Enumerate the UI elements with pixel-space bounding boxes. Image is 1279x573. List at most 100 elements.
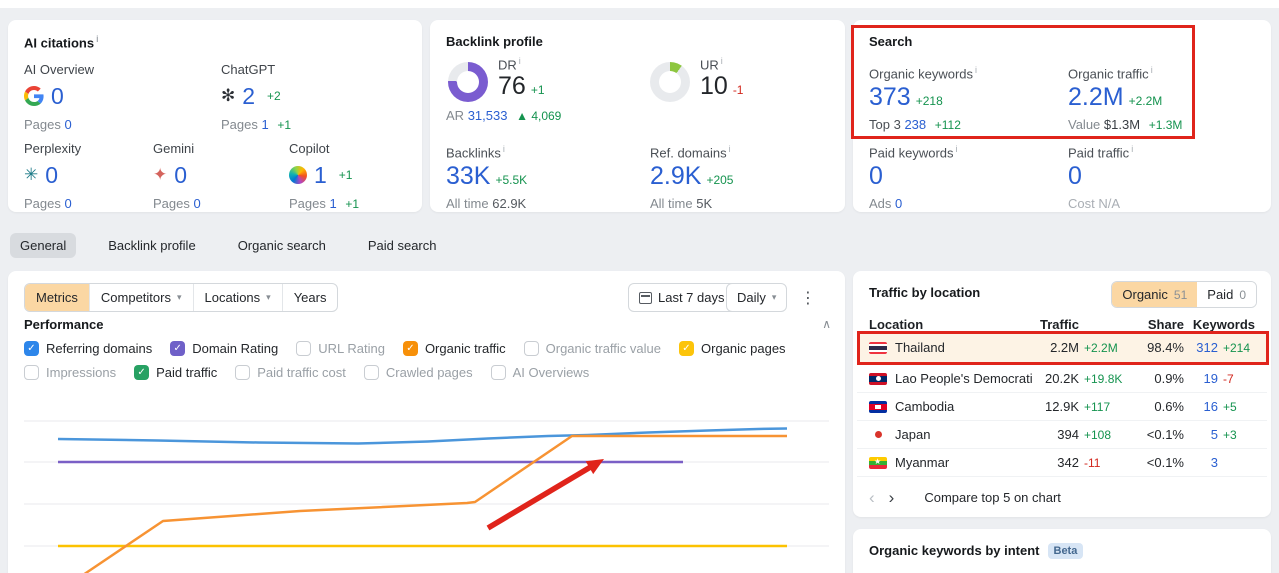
more-options-kebab-icon[interactable]: ⋮ <box>800 290 816 307</box>
checkbox-icon <box>235 365 251 380</box>
granularity-dropdown[interactable]: Daily ▾ <box>726 283 788 312</box>
organic-keywords-value[interactable]: 373 <box>869 83 911 112</box>
chart-filter-segmented-control: Metrics Competitors ▾ Locations ▾ Years <box>24 283 339 312</box>
prev-page-icon[interactable]: ‹ <box>869 487 875 507</box>
paid-traffic-value[interactable]: 0 <box>1068 162 1082 191</box>
copilot-count: 1 <box>314 161 327 188</box>
japan-flag <box>869 428 887 441</box>
cambodia-flag <box>869 400 887 413</box>
ai-overview-count: 0 <box>51 82 64 109</box>
checkbox-icon <box>490 365 506 380</box>
ai-item-copilot: Copilot 1 +1 Pages 1 +1 <box>289 141 360 211</box>
overview-panel: Metrics Competitors ▾ Locations ▾ Years La… <box>8 271 845 573</box>
perplexity-count: 0 <box>45 161 59 188</box>
gemini-pages: Pages 0 <box>153 196 201 211</box>
table-row-myanmar[interactable]: Myanmar 342 -11 <0.1% 3 <box>857 449 1267 477</box>
info-icon: i <box>975 65 978 75</box>
checkbox-impressions[interactable]: Impressions <box>24 365 116 380</box>
checkbox-organic-traffic-value[interactable]: Organic traffic value <box>523 341 661 356</box>
info-icon: i <box>1150 65 1153 75</box>
info-icon: i <box>96 34 99 44</box>
search-card: Search Organic keywords i 373 +218 Top 3 2… <box>851 20 1271 212</box>
info-icon: i <box>955 144 958 154</box>
tab-general[interactable]: General <box>10 233 77 258</box>
ai-item-ai-overview: AI Overview 0 Pages 0 <box>24 62 95 132</box>
info-icon: i <box>720 56 723 66</box>
checkbox-icon: ✓ <box>679 341 694 356</box>
organic-keywords-metric: Organic keywords i 373 +218 Top 3 238 +112 <box>869 65 978 133</box>
backlinks-value[interactable]: 33K <box>446 162 491 191</box>
info-icon: i <box>502 144 505 154</box>
backlink-profile-card: Backlink profile DR i 76 +1 AR 31,533 ▲ 4,… <box>430 20 845 212</box>
chatgpt-icon: ✻ <box>221 86 236 105</box>
competitors-dropdown[interactable]: Competitors ▾ <box>88 284 193 311</box>
organic-traffic-value[interactable]: 2.2M <box>1068 83 1124 112</box>
compare-top5-link[interactable]: Compare top 5 on chart <box>924 490 1061 505</box>
ai-item-gemini: Gemini ✦ 0 Pages 0 <box>153 141 201 211</box>
ai-citations-title: AI citations i <box>24 34 99 51</box>
performance-chart <box>24 420 829 573</box>
ur-value: 10 <box>700 72 728 101</box>
next-page-icon[interactable]: › <box>888 487 895 507</box>
organic-traffic-metric: Organic traffic i 2.2M +2.2M Value $1.3M +… <box>1068 65 1183 133</box>
checkbox-icon <box>24 365 39 380</box>
ai-item-chatgpt: ChatGPT ✻ 2 +2 Pages 1 +1 <box>221 62 292 132</box>
ref-domains-value[interactable]: 2.9K <box>650 162 702 191</box>
table-row-laos[interactable]: Lao People's Democratic Reput 20.2K +19.… <box>857 365 1267 393</box>
checkbox-paid-traffic[interactable]: ✓ Paid traffic <box>134 365 217 380</box>
checkbox-domain-rating[interactable]: ✓ Domain Rating <box>170 341 278 356</box>
chevron-down-icon: ▾ <box>176 292 182 302</box>
checkbox-paid-traffic-cost[interactable]: Paid traffic cost <box>235 365 346 380</box>
up-triangle-icon: ▲ <box>516 109 528 123</box>
organic-toggle[interactable]: Organic 51 <box>1112 282 1198 307</box>
table-row-cambodia[interactable]: Cambodia 12.9K +117 0.6% 16 +5 <box>857 393 1267 421</box>
top-strip <box>0 0 1279 8</box>
collapse-chevron-icon[interactable]: ∧ <box>822 317 831 331</box>
paid-toggle[interactable]: Paid 0 <box>1197 282 1256 307</box>
checkbox-organic-traffic[interactable]: ✓ Organic traffic <box>402 341 506 356</box>
traffic-by-location-title: Traffic by location <box>869 285 981 300</box>
red-arrow-annotation <box>486 461 597 531</box>
ref-domains-metric: Ref. domains i 2.9K +205 All time 5K <box>650 144 734 212</box>
chatgpt-count: 2 <box>242 82 256 109</box>
paid-traffic-metric: Paid traffic i 0 Cost N/A <box>1068 144 1134 212</box>
copilot-pages: Pages 1 +1 <box>289 196 360 211</box>
chart-line-organic-traffic <box>83 434 787 573</box>
years-button[interactable]: Years <box>281 284 338 311</box>
table-row-japan[interactable]: Japan 394 +108 <0.1% 5 +3 <box>857 421 1267 449</box>
checkbox-ai-overviews[interactable]: AI Overviews <box>490 365 589 380</box>
backlink-profile-title: Backlink profile <box>446 34 543 49</box>
paid-keywords-value[interactable]: 0 <box>869 162 883 191</box>
location-table-header: Location Traffic Share Keywords <box>869 317 1255 340</box>
ur-donut-chart <box>650 62 690 102</box>
laos-flag <box>869 372 887 385</box>
calendar-icon <box>639 291 652 304</box>
ai-item-perplexity: Perplexity ✳ 0 Pages 0 <box>24 141 82 211</box>
chart-line-referring-domains <box>57 427 788 445</box>
dr-donut-chart <box>448 62 488 102</box>
paid-keywords-metric: Paid keywords i 0 Ads 0 <box>869 144 958 212</box>
metrics-button[interactable]: Metrics <box>25 284 89 311</box>
tab-paid-search[interactable]: Paid search <box>367 238 437 253</box>
chevron-down-icon: ▾ <box>266 292 271 302</box>
checkbox-organic-pages[interactable]: ✓ Organic pages <box>679 341 786 356</box>
location-pager: ‹ › Compare top 5 on chart <box>869 487 1061 507</box>
locations-dropdown[interactable]: Locations ▾ <box>192 284 282 311</box>
backlinks-metric: Backlinks i 33K +5.5K All time 62.9K <box>446 144 528 212</box>
checkbox-url-rating[interactable]: URL Rating <box>296 341 385 356</box>
tab-backlink-profile[interactable]: Backlink profile <box>108 238 196 253</box>
checkbox-referring-domains[interactable]: ✓ Referring domains <box>24 341 152 356</box>
checkbox-icon: ✓ <box>134 365 150 380</box>
dr-metric: DR i 76 +1 <box>498 56 545 101</box>
table-row-thailand[interactable]: Thailand 2.2M +2.2M 98.4% 312 +214 <box>857 332 1267 363</box>
gemini-count: 0 <box>174 161 188 188</box>
myanmar-flag <box>869 456 887 469</box>
checkbox-icon <box>296 341 312 356</box>
tab-organic-search[interactable]: Organic search <box>237 238 326 253</box>
chatgpt-pages: Pages 1 +1 <box>221 117 292 132</box>
chevron-down-icon: ▾ <box>771 292 777 302</box>
google-icon <box>24 86 44 106</box>
traffic-by-location-panel: Traffic by location Organic 51 Paid 0 Loca… <box>853 271 1271 517</box>
checkbox-icon <box>523 341 539 356</box>
checkbox-crawled-pages[interactable]: Crawled pages <box>363 365 473 380</box>
